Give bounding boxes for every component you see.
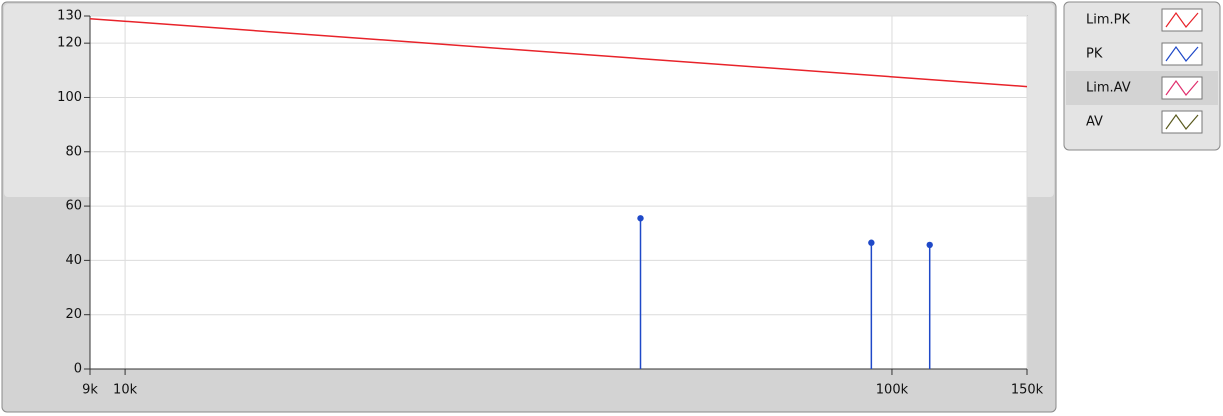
legend-swatch <box>1161 76 1203 100</box>
x-tick-label: 9k <box>82 383 98 398</box>
legend-label: Lim.PK <box>1086 13 1130 28</box>
x-tick-label: 100k <box>876 383 909 398</box>
y-tick-label: 120 <box>57 36 82 51</box>
legend-label: Lim.AV <box>1086 81 1131 96</box>
legend-icon <box>1165 113 1199 130</box>
y-tick-label: 60 <box>65 199 82 214</box>
legend-swatch <box>1161 42 1203 66</box>
legend-label: PK <box>1086 47 1103 62</box>
legend-label: AV <box>1086 115 1103 130</box>
series-line <box>89 17 1028 88</box>
y-tick-label: 80 <box>65 144 82 159</box>
legend-icon <box>1165 79 1199 96</box>
x-tick-label: 150k <box>1011 383 1044 398</box>
plot-area <box>89 15 1028 370</box>
y-tick-label: 40 <box>65 253 82 268</box>
stem-marker <box>926 241 933 249</box>
y-tick-label: 20 <box>65 307 82 322</box>
legend-swatch <box>1161 8 1203 32</box>
legend-icon <box>1165 45 1199 62</box>
y-tick-label: 100 <box>57 90 82 105</box>
y-tick-label: 130 <box>57 9 82 24</box>
legend-swatch <box>1161 110 1203 134</box>
legend-icon <box>1165 11 1199 28</box>
x-tick-label: 10k <box>113 383 138 398</box>
stem-marker <box>637 215 644 222</box>
stem-marker <box>868 239 875 246</box>
y-tick-label: 0 <box>74 362 82 377</box>
